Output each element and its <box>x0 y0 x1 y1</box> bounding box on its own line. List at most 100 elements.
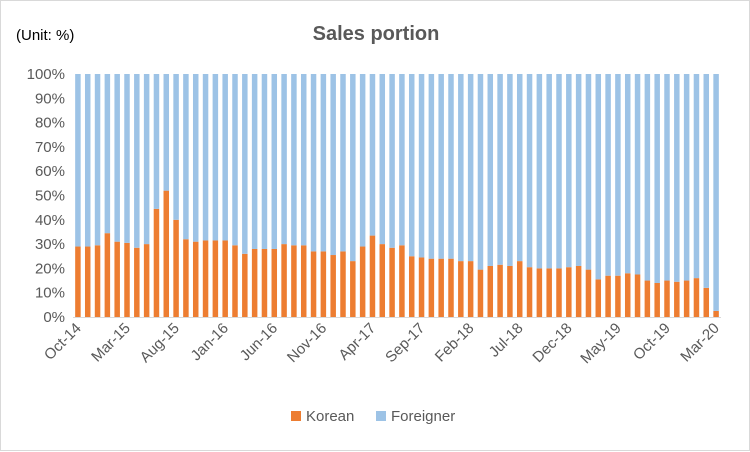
bar-korean-51 <box>575 265 582 317</box>
bar-foreigner-14 <box>212 74 219 241</box>
bar-foreigner-2 <box>94 74 101 246</box>
legend-label-foreigner: Foreigner <box>391 408 455 425</box>
bar-korean-19 <box>261 248 268 317</box>
bar-korean-15 <box>222 240 228 317</box>
bar-foreigner-63 <box>693 74 700 279</box>
y-tick-label: 0% <box>43 309 65 326</box>
bar-korean-34 <box>408 256 415 317</box>
bar-foreigner-52 <box>585 74 592 270</box>
bar-korean-41 <box>477 269 484 317</box>
bar-korean-49 <box>556 268 562 317</box>
bar-foreigner-50 <box>566 74 572 268</box>
y-tick-label: 80% <box>35 115 65 132</box>
bar-foreigner-35 <box>418 74 425 258</box>
bar-foreigner-57 <box>634 74 641 275</box>
x-tick-label: May-19 <box>577 320 624 367</box>
legend: Korean Foreigner <box>291 408 455 425</box>
bar-korean-48 <box>546 268 552 317</box>
bar-foreigner-62 <box>683 74 690 281</box>
bar-korean-59 <box>654 282 660 317</box>
bar-korean-10 <box>173 219 179 317</box>
bar-foreigner-23 <box>300 74 307 246</box>
bar-foreigner-22 <box>291 74 297 246</box>
bar-korean-33 <box>399 245 405 317</box>
bar-korean-61 <box>674 281 680 317</box>
bar-foreigner-7 <box>143 74 150 245</box>
bar-foreigner-45 <box>516 74 523 262</box>
bar-foreigner-3 <box>104 74 111 234</box>
bar-foreigner-40 <box>467 74 474 262</box>
bar-korean-58 <box>644 280 651 317</box>
bar-korean-37 <box>438 258 444 317</box>
bar-foreigner-53 <box>595 74 602 280</box>
bar-foreigner-37 <box>438 74 444 259</box>
bar-korean-55 <box>615 275 621 317</box>
bar-foreigner-18 <box>251 74 258 249</box>
x-tick-label: Aug-15 <box>137 320 183 366</box>
bar-korean-42 <box>487 265 494 317</box>
legend-swatch-korean <box>291 411 301 421</box>
y-tick-label: 100% <box>27 66 65 83</box>
x-axis-ticks: Oct-14 Mar-15 Aug-15 Jan-16 Jun-16 Nov-16 Apr-… <box>41 320 723 367</box>
bars <box>75 74 719 317</box>
bar-foreigner-41 <box>477 74 484 270</box>
bar-foreigner-55 <box>615 74 621 276</box>
bar-foreigner-59 <box>654 74 660 283</box>
bar-foreigner-16 <box>232 74 238 246</box>
bar-korean-63 <box>693 278 700 317</box>
bar-korean-38 <box>448 258 454 317</box>
chart-title: Sales portion <box>313 23 440 45</box>
bar-korean-17 <box>242 253 248 317</box>
y-tick-label: 40% <box>35 212 65 229</box>
bar-foreigner-0 <box>75 74 81 247</box>
bar-foreigner-54 <box>605 74 611 276</box>
y-tick-label: 50% <box>35 188 65 205</box>
bar-korean-60 <box>664 280 670 317</box>
bar-korean-5 <box>124 242 130 317</box>
bar-korean-26 <box>330 255 336 317</box>
bar-foreigner-20 <box>271 74 278 249</box>
bar-korean-39 <box>458 261 464 317</box>
bar-foreigner-42 <box>487 74 494 266</box>
bar-korean-36 <box>428 258 435 317</box>
bar-korean-8 <box>153 208 160 317</box>
bar-korean-43 <box>497 264 503 317</box>
bar-korean-53 <box>595 279 602 317</box>
bar-foreigner-17 <box>242 74 248 254</box>
bar-foreigner-31 <box>379 74 386 245</box>
bar-foreigner-47 <box>536 74 543 269</box>
x-tick-label: Nov-16 <box>284 320 330 366</box>
bar-foreigner-29 <box>359 74 366 247</box>
bar-foreigner-58 <box>644 74 651 281</box>
bar-foreigner-15 <box>222 74 228 241</box>
bar-korean-7 <box>143 244 150 317</box>
bar-foreigner-46 <box>526 74 533 268</box>
bar-korean-6 <box>134 247 140 317</box>
x-tick-label: Mar-15 <box>88 320 134 366</box>
bar-foreigner-25 <box>320 74 327 252</box>
bar-foreigner-32 <box>389 74 395 248</box>
bar-foreigner-30 <box>369 74 376 236</box>
bar-foreigner-64 <box>703 74 710 288</box>
bar-korean-47 <box>536 268 543 317</box>
bar-foreigner-6 <box>134 74 140 248</box>
bar-foreigner-21 <box>281 74 287 245</box>
bar-korean-52 <box>585 269 592 317</box>
bar-korean-31 <box>379 244 386 317</box>
bar-korean-23 <box>300 245 307 317</box>
legend-swatch-foreigner <box>376 411 386 421</box>
x-tick-label: Sep-17 <box>382 320 428 366</box>
bar-korean-3 <box>104 233 111 317</box>
bar-korean-0 <box>75 246 81 317</box>
bar-korean-20 <box>271 248 278 317</box>
bar-foreigner-61 <box>674 74 680 282</box>
x-tick-label: Apr-17 <box>335 320 379 364</box>
x-tick-label: Mar-20 <box>677 320 723 366</box>
bar-korean-64 <box>703 287 710 317</box>
bar-korean-16 <box>232 245 238 317</box>
bar-foreigner-48 <box>546 74 552 269</box>
bar-foreigner-34 <box>408 74 415 257</box>
bar-korean-56 <box>624 273 631 317</box>
bar-foreigner-28 <box>350 74 356 262</box>
